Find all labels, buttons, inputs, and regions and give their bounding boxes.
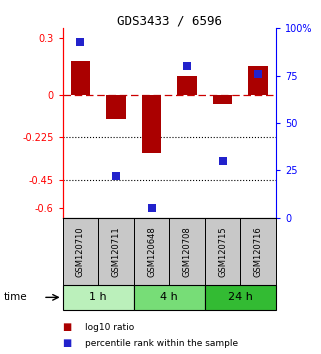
Bar [213, 95, 232, 104]
Text: ■: ■ [63, 322, 72, 332]
Bar [98, 218, 134, 285]
Title: GDS3433 / 6596: GDS3433 / 6596 [117, 14, 222, 27]
Bar [71, 61, 90, 95]
Bar [205, 285, 276, 310]
Point [256, 71, 261, 76]
Text: time: time [3, 292, 27, 302]
Bar [63, 218, 98, 285]
Point [78, 39, 83, 44]
Text: 24 h: 24 h [228, 292, 253, 302]
Text: percentile rank within the sample: percentile rank within the sample [85, 339, 238, 348]
Point [220, 158, 225, 164]
Bar [177, 76, 197, 95]
Text: GSM120716: GSM120716 [254, 226, 263, 277]
Point [185, 63, 190, 69]
Text: 4 h: 4 h [160, 292, 178, 302]
Bar [240, 218, 276, 285]
Point [113, 173, 118, 179]
Text: GSM120710: GSM120710 [76, 226, 85, 277]
Text: log10 ratio: log10 ratio [85, 323, 134, 332]
Text: GSM120715: GSM120715 [218, 226, 227, 277]
Bar [142, 95, 161, 153]
Text: ■: ■ [63, 338, 72, 348]
Bar [134, 285, 205, 310]
Bar [134, 218, 169, 285]
Bar [63, 285, 134, 310]
Point [149, 205, 154, 211]
Text: GSM120648: GSM120648 [147, 226, 156, 277]
Text: 1 h: 1 h [89, 292, 107, 302]
Bar [205, 218, 240, 285]
Bar [248, 66, 268, 95]
Text: GSM120708: GSM120708 [183, 226, 192, 277]
Bar [169, 218, 205, 285]
Bar [106, 95, 126, 119]
Text: GSM120711: GSM120711 [111, 226, 120, 277]
